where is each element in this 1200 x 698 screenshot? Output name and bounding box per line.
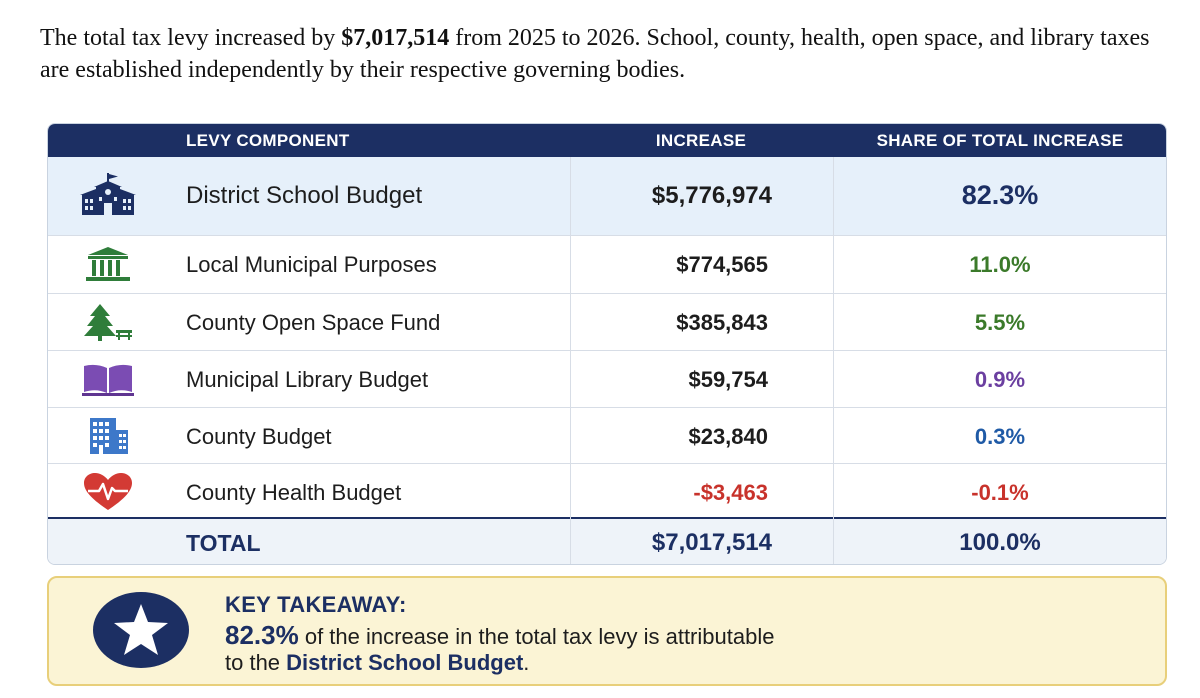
total-increase: $7,017,514 (651, 529, 772, 556)
row-increase: $59,754 (688, 367, 768, 392)
tree-bench-icon (78, 302, 138, 342)
row-label: County Health Budget (186, 480, 402, 505)
table-row: Municipal Library Budget $59,754 0.9% (48, 351, 1166, 408)
takeaway-line-2: to the District School Budget. (225, 650, 529, 676)
takeaway-line-2-prefix: to the (225, 650, 287, 675)
office-building-icon (78, 416, 138, 456)
row-share: 82.3% (961, 180, 1039, 210)
book-icon (78, 359, 138, 399)
row-increase: $23,840 (688, 424, 768, 449)
row-share: -0.1% (971, 480, 1029, 505)
header-share: SHARE OF TOTAL INCREASE (876, 131, 1124, 150)
table-row: Local Municipal Purposes $774,565 11.0% (48, 236, 1166, 294)
total-row: TOTAL $7,017,514 100.0% (48, 519, 1166, 564)
intro-suffix: from 2025 to 2026. School, county, healt… (40, 25, 1150, 83)
intro-paragraph: The total tax levy increased by $7,017,5… (40, 22, 1170, 86)
row-share: 11.0% (969, 252, 1031, 277)
table-row: County Open Space Fund $385,843 5.5% (48, 294, 1166, 351)
school-icon (78, 173, 138, 215)
table-row: District School Budget $5,776,974 82.3% (48, 157, 1166, 236)
takeaway-percent: 82.3% (225, 620, 299, 650)
row-increase: $774,565 (676, 252, 768, 277)
table-row: County Health Budget -$3,463 -0.1% (48, 464, 1166, 519)
row-increase: -$3,463 (693, 480, 768, 505)
total-share: 100.0% (959, 529, 1041, 556)
row-share: 5.5% (974, 310, 1026, 335)
column-divider (833, 157, 834, 564)
heart-pulse-icon (78, 472, 138, 512)
key-takeaway-box: KEY TAKEAWAY: 82.3% of the increase in t… (47, 576, 1167, 686)
header-increase: INCREASE (655, 131, 747, 150)
intro-amount: $7,017,514 (341, 25, 450, 51)
row-increase: $385,843 (676, 310, 768, 335)
table-row: County Budget $23,840 0.3% (48, 408, 1166, 464)
total-label: TOTAL (186, 530, 261, 556)
row-increase: $5,776,974 (651, 182, 772, 209)
takeaway-heading: KEY TAKEAWAY: (225, 592, 407, 617)
row-share: 0.3% (974, 424, 1026, 449)
row-share: 0.9% (974, 367, 1026, 392)
row-label: District School Budget (186, 182, 423, 209)
star-icon (93, 592, 189, 668)
takeaway-line-2-end: . (523, 650, 530, 675)
column-divider (570, 157, 571, 564)
takeaway-line-1-text: of the increase in the total tax levy is… (298, 624, 775, 649)
levy-table: LEVY COMPONENT INCREASE SHARE OF TOTAL I… (47, 123, 1167, 565)
municipal-building-icon (78, 244, 138, 284)
row-label: County Open Space Fund (186, 310, 441, 335)
header-levy-component: LEVY COMPONENT (186, 131, 350, 150)
table-header: LEVY COMPONENT INCREASE SHARE OF TOTAL I… (48, 124, 1166, 157)
row-label: Local Municipal Purposes (186, 252, 437, 277)
takeaway-school-budget: District School Budget (286, 650, 524, 675)
row-label: Municipal Library Budget (186, 367, 429, 392)
row-label: County Budget (186, 424, 332, 449)
takeaway-line-1: 82.3% of the increase in the total tax l… (225, 620, 774, 651)
intro-prefix: The total tax levy increased by (40, 25, 342, 51)
